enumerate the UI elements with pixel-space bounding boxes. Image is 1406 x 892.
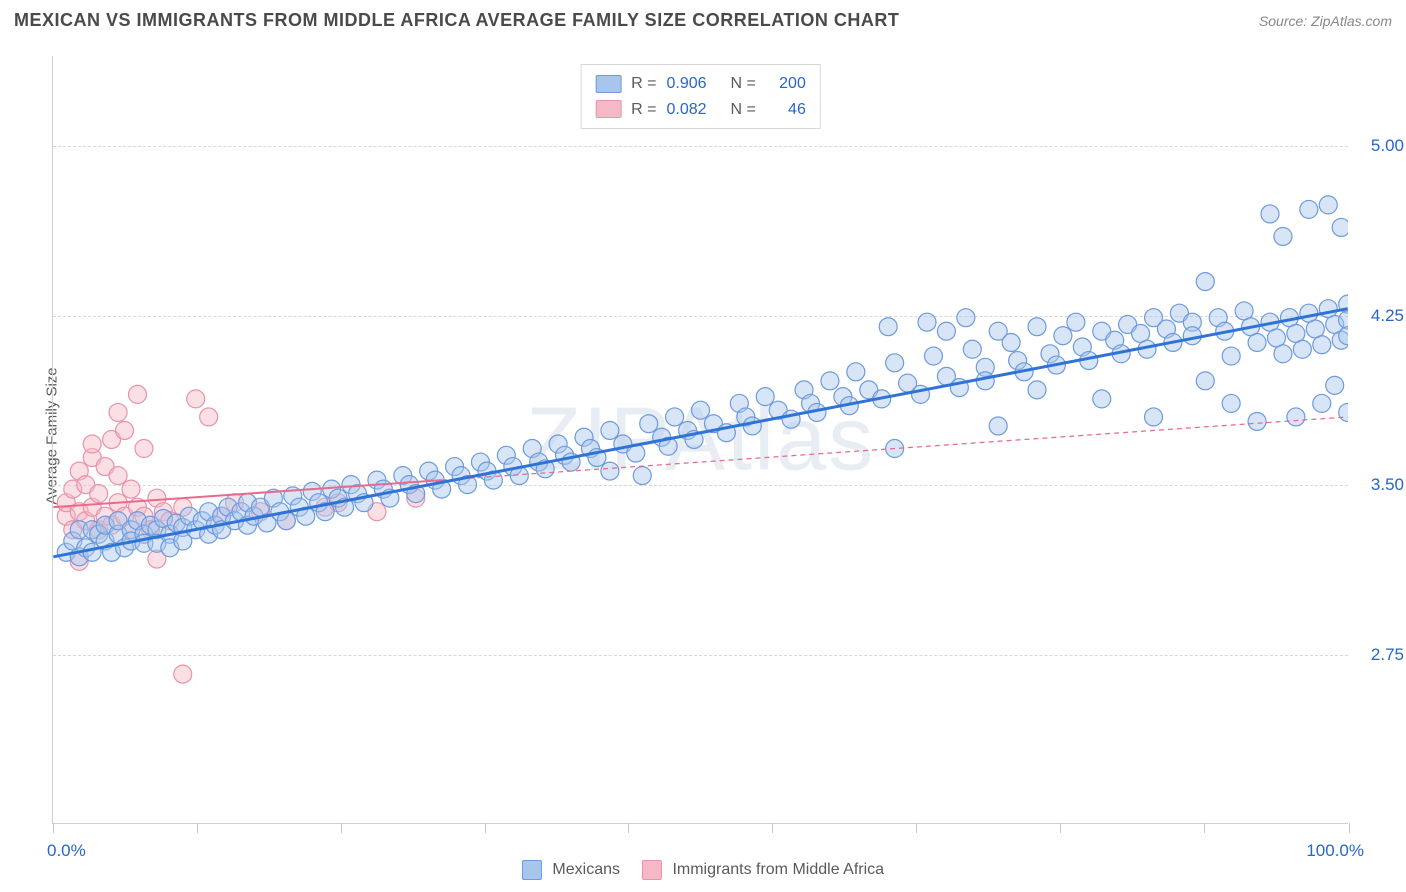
scatter-point — [666, 408, 684, 426]
scatter-point — [128, 385, 146, 403]
scatter-point — [1319, 196, 1337, 214]
scatter-point — [963, 340, 981, 358]
r-label: R = — [631, 97, 656, 123]
y-tick-label: 5.00 — [1371, 136, 1404, 156]
y-tick-label: 3.50 — [1371, 475, 1404, 495]
scatter-point — [1093, 390, 1111, 408]
x-tick — [197, 823, 198, 833]
scatter-point — [601, 421, 619, 439]
scatter-point — [924, 347, 942, 365]
trend-line — [442, 417, 1348, 480]
r-label: R = — [631, 71, 656, 97]
series-legend: Mexicans Immigrants from Middle Africa — [522, 860, 884, 880]
scatter-point — [918, 313, 936, 331]
scatter-point — [83, 435, 101, 453]
x-tick — [1204, 823, 1205, 833]
scatter-point — [90, 485, 108, 503]
x-tick — [772, 823, 773, 833]
scatter-point — [886, 354, 904, 372]
scatter-point — [1028, 381, 1046, 399]
chart-header: MEXICAN VS IMMIGRANTS FROM MIDDLE AFRICA… — [14, 10, 1392, 31]
scatter-point — [109, 467, 127, 485]
scatter-point — [937, 322, 955, 340]
scatter-point — [879, 318, 897, 336]
scatter-point — [1326, 376, 1344, 394]
scatter-point — [109, 403, 127, 421]
correlation-legend-row: R = 0.906 N = 200 — [595, 71, 806, 97]
y-tick-label: 2.75 — [1371, 645, 1404, 665]
scatter-point — [1248, 412, 1266, 430]
scatter-point — [756, 388, 774, 406]
scatter-point — [1002, 334, 1020, 352]
scatter-point — [1261, 205, 1279, 223]
scatter-point — [1274, 345, 1292, 363]
x-tick — [485, 823, 486, 833]
scatter-point — [187, 390, 205, 408]
scatter-plot-svg — [53, 56, 1348, 823]
x-tick — [628, 823, 629, 833]
chart-container: Average Family Size ZIPAtlas R = 0.906 N… — [46, 48, 1354, 824]
legend-item-label: Mexicans — [552, 861, 620, 878]
scatter-point — [821, 372, 839, 390]
scatter-point — [1028, 318, 1046, 336]
legend-swatch-africa — [642, 860, 662, 880]
legend-swatch-africa — [595, 100, 621, 118]
legend-swatch-mexicans — [595, 75, 621, 93]
scatter-point — [1274, 227, 1292, 245]
legend-item-label: Immigrants from Middle Africa — [672, 861, 884, 878]
n-label: N = — [731, 97, 756, 123]
scatter-point — [135, 440, 153, 458]
x-tick — [1060, 823, 1061, 833]
chart-title: MEXICAN VS IMMIGRANTS FROM MIDDLE AFRICA… — [14, 10, 899, 31]
x-tick — [53, 823, 54, 833]
scatter-point — [1145, 408, 1163, 426]
legend-item: Mexicans — [522, 860, 620, 880]
r-value: 0.906 — [667, 71, 721, 97]
scatter-point — [1332, 218, 1348, 236]
scatter-point — [200, 408, 218, 426]
correlation-legend-row: R = 0.082 N = 46 — [595, 97, 806, 123]
scatter-point — [640, 415, 658, 433]
legend-swatch-mexicans — [522, 860, 542, 880]
scatter-point — [692, 401, 710, 419]
scatter-point — [1222, 394, 1240, 412]
scatter-point — [1054, 327, 1072, 345]
scatter-point — [743, 417, 761, 435]
x-tick — [341, 823, 342, 833]
scatter-point — [1287, 408, 1305, 426]
source-label: Source: ZipAtlas.com — [1259, 13, 1392, 29]
scatter-point — [989, 417, 1007, 435]
x-tick — [1349, 823, 1350, 833]
scatter-point — [1313, 336, 1331, 354]
trend-line — [53, 309, 1347, 557]
r-value: 0.082 — [667, 97, 721, 123]
y-tick-label: 4.25 — [1371, 306, 1404, 326]
x-axis-end-label: 100.0% — [1306, 841, 1364, 861]
correlation-legend: R = 0.906 N = 200 R = 0.082 N = 46 — [580, 64, 821, 129]
scatter-point — [847, 363, 865, 381]
scatter-point — [122, 480, 140, 498]
scatter-point — [1196, 372, 1214, 390]
scatter-point — [1196, 273, 1214, 291]
scatter-point — [633, 467, 651, 485]
n-label: N = — [731, 71, 756, 97]
scatter-point — [1339, 403, 1348, 421]
n-value: 46 — [766, 97, 806, 123]
scatter-point — [116, 421, 134, 439]
scatter-point — [957, 309, 975, 327]
legend-item: Immigrants from Middle Africa — [642, 860, 884, 880]
scatter-point — [1300, 200, 1318, 218]
scatter-point — [1313, 394, 1331, 412]
x-tick — [916, 823, 917, 833]
scatter-point — [601, 462, 619, 480]
n-value: 200 — [766, 71, 806, 97]
x-axis-start-label: 0.0% — [47, 841, 86, 861]
scatter-point — [1248, 334, 1266, 352]
plot-area: ZIPAtlas R = 0.906 N = 200 R = 0.082 N =… — [52, 56, 1348, 824]
scatter-point — [1222, 347, 1240, 365]
scatter-point — [1067, 313, 1085, 331]
scatter-point — [1293, 340, 1311, 358]
scatter-point — [174, 665, 192, 683]
